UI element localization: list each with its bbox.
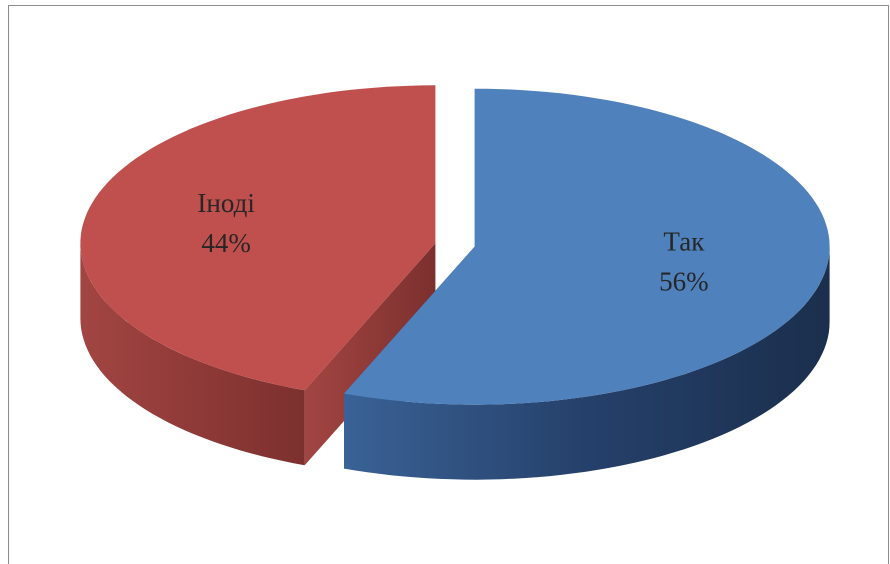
slice-value-label: 44% [201, 228, 251, 258]
slice-category-label: Іноді [197, 188, 254, 218]
slice-value-label: 56% [659, 267, 709, 297]
slice-top [344, 88, 830, 405]
chart-frame [8, 5, 889, 564]
slice-side-wall [304, 243, 436, 466]
slice-category-label: Так [663, 227, 705, 257]
slice-outer-wall [80, 243, 305, 466]
slice-top [80, 85, 436, 391]
slice-outer-wall [344, 246, 830, 480]
